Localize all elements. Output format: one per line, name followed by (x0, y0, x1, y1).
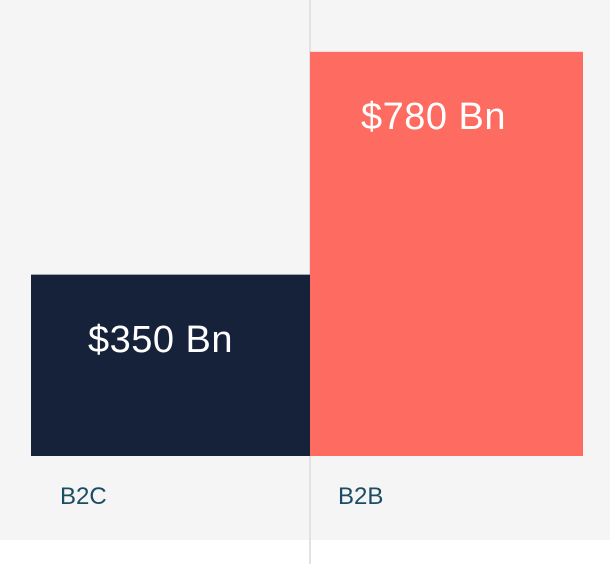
category-label-b2c: B2C (60, 483, 107, 510)
bar-b2c (31, 274, 310, 456)
bar-b2b (310, 51, 583, 457)
bar-value-label-b2c: $350 Bn (87, 318, 234, 361)
bar-value-label-b2b: $780 Bn (360, 95, 507, 138)
category-label-b2b: B2B (338, 483, 384, 510)
